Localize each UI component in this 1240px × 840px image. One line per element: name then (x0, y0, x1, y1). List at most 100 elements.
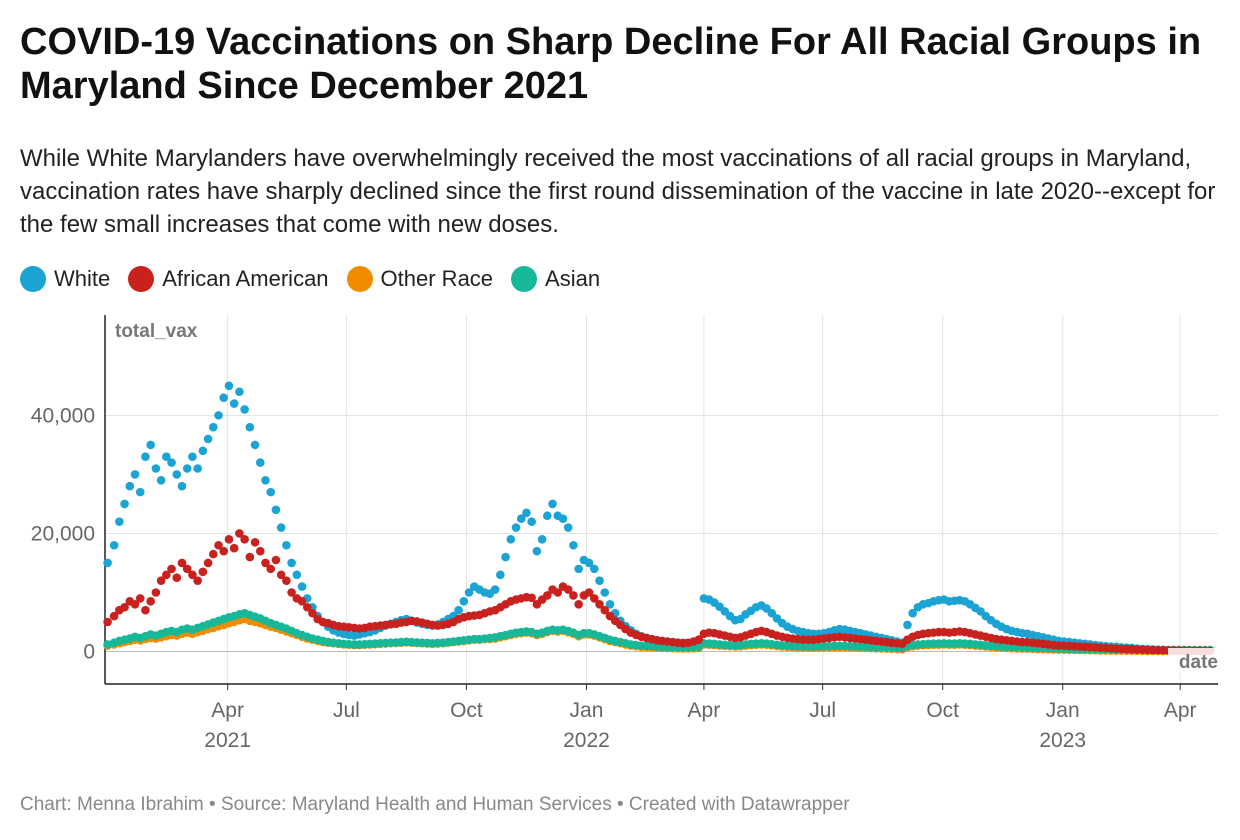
data-point-white (203, 434, 213, 444)
data-point-african-american (250, 538, 260, 547)
data-point-white (600, 588, 610, 597)
legend: White African American Other Race Asian (20, 264, 618, 294)
data-point-white (276, 523, 286, 532)
data-point-white (605, 599, 615, 609)
data-point-african-american (271, 555, 281, 565)
data-point-white (590, 564, 599, 574)
x-tick-label: Apr (1164, 699, 1197, 722)
data-point-african-american (287, 588, 296, 597)
data-point-african-american (177, 558, 187, 568)
data-point-african-american (109, 611, 119, 621)
data-point-white (496, 570, 505, 580)
data-point-white (516, 514, 526, 523)
data-point-african-american (146, 597, 155, 606)
x-tick-label: Jan (1046, 699, 1080, 722)
data-point-white (595, 576, 604, 585)
data-point-white (532, 546, 542, 556)
x-tick-year-label: 2022 (563, 729, 610, 752)
chart-title: COVID-19 Vaccinations on Sharp Decline F… (20, 21, 1202, 107)
data-point-white (103, 558, 112, 568)
x-tick-label: Apr (688, 699, 721, 722)
data-point-african-american (162, 570, 171, 580)
data-point-white (151, 464, 161, 473)
data-point-white (162, 452, 171, 461)
data-point-white (156, 476, 166, 485)
data-point-african-american (120, 602, 129, 612)
data-point-african-american (224, 535, 234, 544)
data-point-african-american (188, 570, 197, 580)
data-point-african-american (235, 529, 244, 538)
y-tick-label: 40,000 (31, 404, 95, 427)
data-point-white (767, 608, 777, 618)
x-tick-label: Jul (333, 699, 360, 722)
data-point-white (464, 588, 474, 597)
data-point-white (141, 452, 150, 461)
y-tick-label: 0 (83, 641, 95, 664)
data-point-african-american (694, 635, 703, 645)
data-point-white (135, 487, 145, 497)
scatter-chart: Apr 2021 Jul Oct Jan 2022 Apr Jul Oct Jan 2023 Apr 0… (31, 315, 1218, 752)
data-point-white (501, 552, 510, 562)
data-point-african-american (229, 543, 239, 553)
data-point-african-american (193, 576, 202, 585)
data-point-african-american (563, 585, 573, 594)
data-point-african-american (302, 602, 312, 612)
data-point-white (287, 558, 296, 568)
data-point-white (563, 523, 573, 532)
data-point-white (266, 487, 276, 497)
legend-item-african-american: African American (128, 266, 329, 292)
legend-label: White (54, 266, 111, 291)
data-point-african-american (203, 558, 213, 568)
data-point-white (130, 470, 140, 479)
data-point-white (229, 399, 239, 408)
data-point-african-american (240, 535, 249, 544)
data-point-african-american (527, 593, 536, 603)
data-point-white (125, 481, 135, 491)
data-point-african-american (297, 597, 307, 606)
data-point-african-american (276, 570, 286, 580)
data-point-asian (103, 640, 112, 649)
data-point-white (146, 440, 155, 450)
x-tick-label: Oct (450, 699, 483, 722)
data-point-african-american (208, 549, 218, 559)
x-axis-label-bg (1168, 648, 1218, 672)
data-point-white (271, 505, 281, 515)
data-point-african-american (245, 552, 255, 562)
legend-swatch (20, 266, 46, 292)
legend-item-white: White (20, 266, 110, 292)
data-point-white (261, 476, 270, 485)
data-point-african-american (261, 558, 270, 568)
data-point-african-american (595, 599, 604, 609)
data-point-white (255, 458, 265, 467)
data-point-white (193, 464, 202, 473)
data-point-african-american (266, 564, 276, 574)
data-point-white (548, 499, 557, 509)
data-point-white (250, 440, 260, 450)
data-point-white (292, 570, 302, 580)
data-point-african-american (600, 605, 610, 615)
data-point-african-american (553, 588, 563, 597)
data-point-white (527, 517, 536, 526)
data-point-african-american (141, 605, 150, 615)
data-point-white (208, 422, 218, 432)
data-point-white (908, 608, 917, 618)
data-point-african-american (167, 564, 176, 574)
data-point-white (558, 514, 568, 523)
data-point-african-american (156, 576, 166, 585)
legend-item-other-race: Other Race (346, 266, 494, 292)
data-point-white (214, 411, 223, 420)
data-point-african-american (172, 573, 182, 583)
data-point-african-american (182, 564, 192, 574)
data-point-african-american (574, 599, 583, 609)
data-point-white (115, 517, 124, 526)
x-axis-label: date (1179, 652, 1218, 673)
data-point-white (584, 558, 594, 568)
data-point-white (543, 511, 552, 521)
legend-label: Asian (545, 266, 601, 291)
y-axis-label: total_vax (115, 321, 198, 342)
data-point-white (490, 585, 500, 594)
legend-label: Other Race (380, 266, 494, 291)
data-point-white (224, 381, 234, 391)
data-point-african-american (584, 588, 594, 597)
data-point-white (569, 540, 578, 550)
